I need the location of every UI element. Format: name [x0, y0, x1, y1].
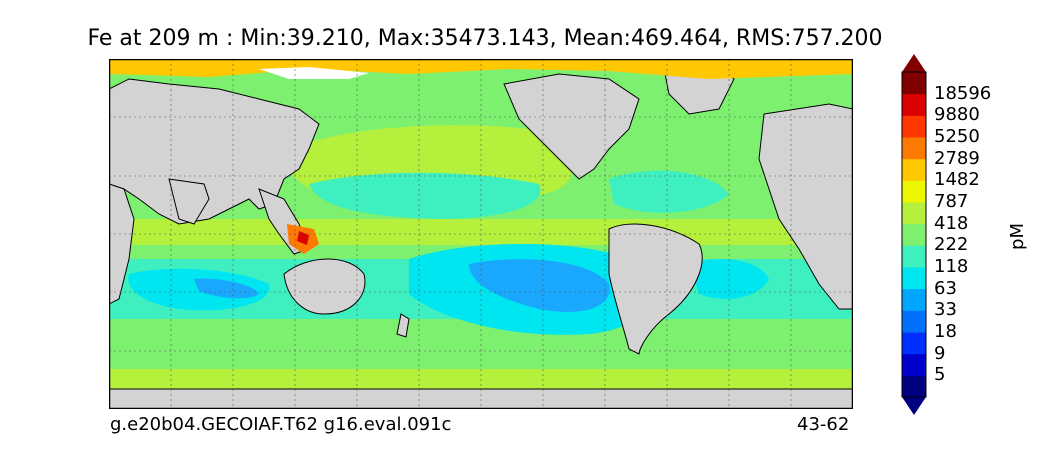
plot-title: Fe at 209 m : Min:39.210, Max:35473.143,…	[87, 26, 883, 51]
land-africa-atlantic	[758, 103, 853, 310]
indonesia-peak-fe	[297, 231, 309, 245]
north-atlantic-gyre	[609, 170, 729, 213]
colorbar-tick-label: 63	[934, 277, 957, 299]
colorbar-tick-label: 1482	[934, 169, 980, 191]
colorbar-segment	[902, 93, 926, 116]
indian-ocean-gyre-inner	[194, 278, 259, 299]
land-india	[168, 178, 210, 225]
colorbar-tick-label: 787	[934, 191, 969, 212]
colorbar-segment	[902, 245, 926, 268]
colorbar-segment	[902, 223, 926, 246]
colorbar-tick-label: 9880	[934, 104, 980, 126]
colorbar-bottom-arrow	[902, 397, 926, 415]
colorbar-tick-label: 33	[934, 299, 957, 321]
colorbar-tick-label: 222	[934, 234, 969, 256]
colorbar-segment	[902, 375, 926, 398]
colorbar-segment	[902, 202, 926, 225]
colorbar-tick-label: 118	[934, 256, 969, 277]
colorbar-segment	[902, 332, 926, 355]
colorbar-segment	[902, 310, 926, 333]
colorbar-segment	[902, 115, 926, 138]
colorbar-segment	[902, 267, 926, 290]
map-frame	[109, 59, 853, 409]
south-pacific-gyre-inner	[469, 259, 610, 312]
north-pacific-subgyre	[309, 172, 541, 219]
colorbar-tick-label: 18	[934, 321, 957, 342]
colorbar-tick-label: 9	[934, 342, 946, 364]
colorbar-frame	[901, 71, 927, 398]
equatorial-band	[109, 219, 853, 245]
land-south-america	[608, 223, 703, 355]
colorbar-tick-label: 2789	[934, 147, 980, 169]
colorbar-segment	[902, 72, 926, 95]
year-range-label: 43-62	[797, 414, 850, 435]
colorbar-segment	[902, 288, 926, 311]
colorbar-tick-label: 18596	[934, 82, 992, 104]
colorbar-tick-label: 5250	[934, 126, 980, 147]
colorbar-segment	[902, 353, 926, 376]
land-australia	[283, 258, 366, 315]
colorbar-segment	[902, 137, 926, 160]
arctic-ice-patch	[259, 67, 369, 79]
colorbar-unit-label: pM	[1006, 223, 1028, 250]
ocean-map	[109, 59, 853, 409]
colorbar-tick-label: 5	[934, 364, 946, 386]
run-id-label: g.e20b04.GECOIAF.T62 g16.eval.091c	[110, 414, 452, 435]
colorbar-segment	[902, 158, 926, 181]
land-new-zealand	[396, 313, 410, 338]
colorbar	[901, 54, 927, 415]
colorbar-top-arrow	[902, 54, 926, 72]
colorbar-tick-label: 418	[934, 212, 969, 234]
land-africa	[109, 183, 135, 305]
colorbar-segment	[902, 180, 926, 203]
